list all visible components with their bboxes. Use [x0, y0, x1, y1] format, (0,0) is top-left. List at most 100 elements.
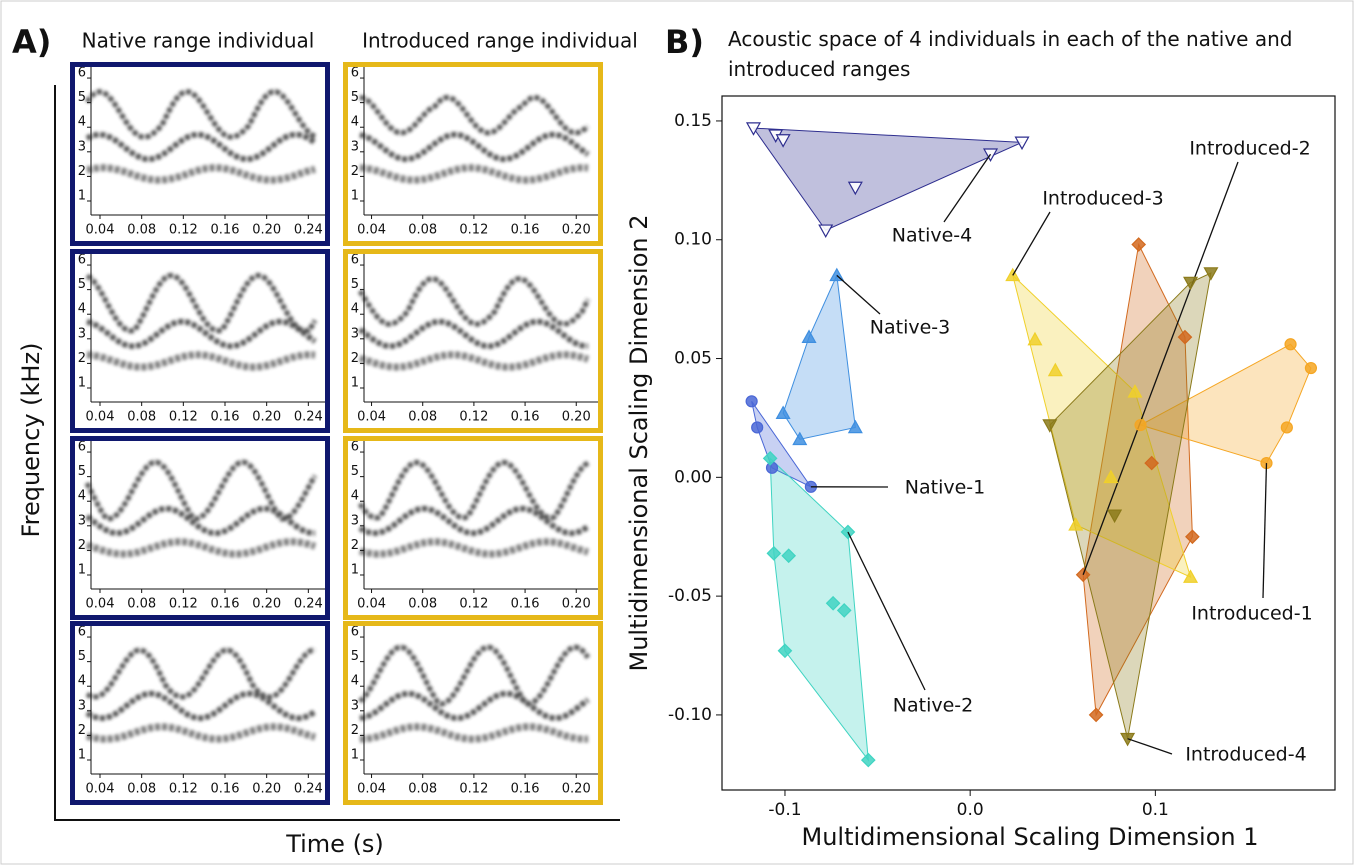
point — [792, 431, 808, 446]
y-tick-label: 6 — [351, 625, 359, 640]
x-tick-label: 0.12 — [169, 782, 198, 797]
y-tick-label: 3 — [351, 698, 359, 713]
series-label: Native-4 — [892, 225, 972, 247]
spectrogram-frame — [343, 436, 603, 620]
x-tick-label: 0.12 — [459, 597, 488, 612]
point — [751, 421, 764, 434]
x-tick-label: 0.04 — [357, 410, 386, 425]
column-title: Introduced range individual — [362, 29, 638, 53]
harmonic — [84, 89, 317, 140]
point — [1014, 136, 1030, 151]
column-title: Native range individual — [82, 29, 315, 53]
spectrogram — [357, 276, 591, 371]
x-tick-label: 0.04 — [357, 223, 386, 238]
point — [745, 395, 758, 408]
harmonic — [85, 690, 317, 721]
chart-title: Acoustic space of 4 individuals in each … — [728, 27, 1293, 81]
spectrogram-frame — [343, 62, 603, 246]
harmonic — [359, 94, 590, 136]
y-tick-label: 3 — [78, 698, 86, 713]
x-tick-label: 0.20 — [252, 782, 281, 797]
y-tick-label: 5 — [78, 90, 86, 105]
y-tick-label: 2 — [351, 351, 359, 366]
panel-label: A) — [12, 23, 51, 61]
y-tick-label: 3 — [78, 513, 86, 528]
y-tick-label: 6 — [351, 440, 359, 455]
point — [745, 122, 762, 136]
y-tick-label: 1 — [351, 375, 359, 390]
x-tick-label: 0.24 — [294, 223, 323, 238]
x-tick-label: 0.08 — [127, 782, 156, 797]
spectrogram-bg — [343, 436, 603, 620]
hull — [782, 273, 856, 440]
y-tick-label: 0.00 — [674, 467, 712, 487]
x-tick-label: 0.04 — [86, 782, 115, 797]
harmonic — [86, 164, 316, 184]
point — [1183, 569, 1199, 583]
x-axis-label: Multidimensional Scaling Dimension 1 — [801, 823, 1258, 851]
y-tick-label: 1 — [78, 375, 86, 390]
point — [1203, 267, 1219, 281]
x-tick-label: 0.16 — [511, 223, 540, 238]
spectrogram-frame — [70, 436, 330, 620]
x-tick-label: 0.20 — [562, 223, 591, 238]
hull — [1139, 343, 1312, 464]
point — [1177, 329, 1193, 345]
y-tick-label: 2 — [78, 351, 86, 366]
y-tick-label: 6 — [351, 66, 359, 81]
harmonic — [359, 164, 589, 184]
point — [847, 181, 863, 196]
y-axis-label: Frequency (kHz) — [17, 343, 45, 538]
point — [765, 461, 779, 474]
point — [777, 643, 793, 659]
panel-axis — [54, 85, 620, 821]
harmonic — [85, 647, 316, 700]
point — [1131, 237, 1147, 252]
y-tick-label: 5 — [78, 464, 86, 479]
spectrogram-bg — [343, 62, 603, 246]
leader-line — [943, 153, 992, 223]
x-tick-label: 0.16 — [511, 410, 540, 425]
spectrogram — [84, 89, 317, 184]
point — [1068, 517, 1084, 531]
y-tick-label: 0.15 — [674, 111, 712, 131]
y-tick-label: -0.10 — [668, 705, 712, 725]
y-tick-label: 5 — [351, 90, 359, 105]
x-tick-label: 0.0 — [957, 800, 984, 820]
x-tick-label: 0.04 — [86, 410, 115, 425]
y-tick-label: 6 — [78, 253, 86, 268]
panel-label: B) — [665, 23, 704, 61]
x-axis-label: Time (s) — [285, 830, 384, 858]
harmonic — [85, 131, 317, 162]
y-tick-label: 4 — [78, 302, 86, 317]
y-tick-label: 3 — [351, 139, 359, 154]
point — [1088, 707, 1104, 723]
point — [1134, 418, 1147, 432]
spectrogram-frame — [343, 249, 603, 433]
spectrogram-bg — [70, 62, 330, 246]
y-tick-label: 1 — [78, 188, 86, 203]
series-label: Native-2 — [893, 695, 973, 717]
x-tick-label: 0.16 — [211, 410, 240, 425]
x-tick-label: 0.08 — [408, 410, 437, 425]
y-tick-label: 2 — [351, 164, 359, 179]
harmonic — [358, 644, 591, 707]
point — [1103, 469, 1119, 484]
harmonic — [86, 351, 316, 371]
y-tick-label: 4 — [78, 489, 86, 504]
spectrogram-frame — [70, 621, 330, 805]
y-tick-label: 1 — [351, 188, 359, 203]
harmonic — [85, 272, 318, 334]
y-tick-label: 1 — [78, 747, 86, 762]
leader-line — [1012, 211, 1051, 276]
x-tick-label: 0.16 — [511, 597, 540, 612]
x-tick-label: 0.04 — [357, 782, 386, 797]
spectrogram — [85, 647, 317, 743]
series-label: Introduced-1 — [1191, 603, 1312, 625]
point — [825, 595, 841, 611]
spectrogram-bg — [70, 249, 330, 433]
series-label: Introduced-3 — [1042, 188, 1163, 210]
harmonic — [358, 351, 590, 371]
y-tick-label: 2 — [78, 164, 86, 179]
